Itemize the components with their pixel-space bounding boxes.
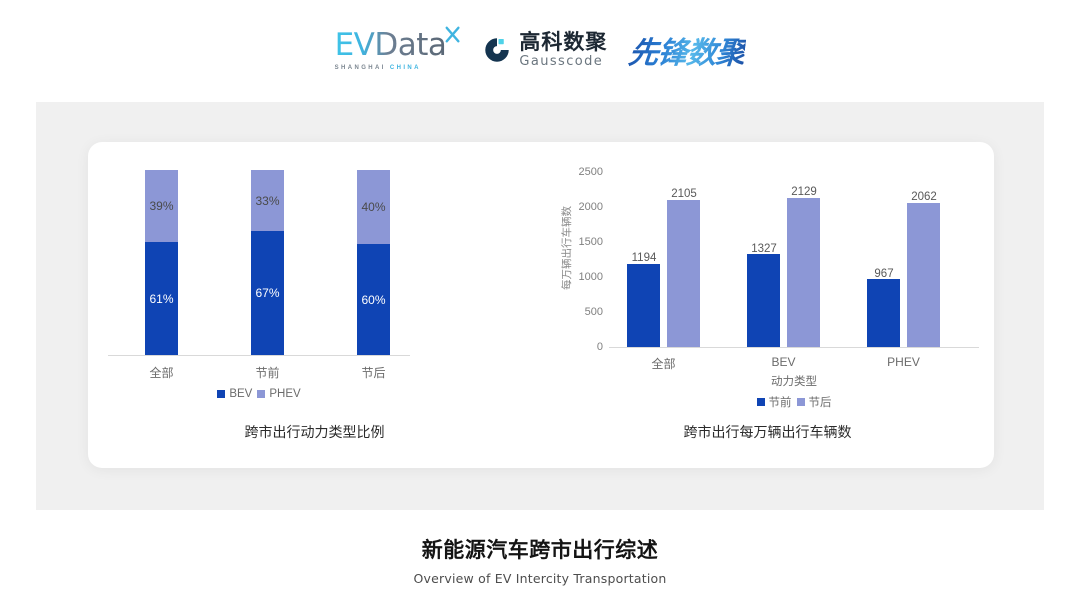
legend-label-jiehou: 节后 xyxy=(808,397,832,409)
logo-bar: EVData SHANGHAI CHINA 高科数聚 Gausscode 先锋数… xyxy=(0,22,1080,78)
g-circle-icon xyxy=(485,38,510,62)
bar-group-jiehou: 40% 60% xyxy=(357,170,390,355)
category-label-phev: PHEV xyxy=(887,355,920,369)
category-label-quanbu: 全部 xyxy=(149,366,174,380)
right-chart-axis xyxy=(609,347,979,348)
bar-value-label: 40% xyxy=(361,200,386,214)
left-chart-axis xyxy=(108,355,410,356)
right-chart-caption: 跨市出行每万辆出行车辆数 xyxy=(683,425,852,441)
bar-value-label-jieqian-quanbu: 1194 xyxy=(631,252,657,264)
xianfeng-logo: 先锋数聚 xyxy=(627,28,748,72)
legend-label-bev: BEV xyxy=(229,388,253,400)
bar-jieqian-phev xyxy=(867,279,900,347)
bar-group-quanbu: 39% 61% xyxy=(145,170,178,355)
legend-item-bev[interactable]: BEV xyxy=(217,388,252,400)
bar-jieqian-bev xyxy=(747,254,780,347)
legend-item-jiehou[interactable]: 节后 xyxy=(796,394,832,410)
x-cross-icon xyxy=(445,26,460,42)
bar-segment-phev: 39% xyxy=(145,170,178,243)
bar-value-label: 67% xyxy=(255,286,280,301)
bar-value-label-jiehou-quanbu: 2105 xyxy=(671,188,697,200)
y-tick-1000: 1000 xyxy=(578,271,603,283)
evdata-tagline-country: CHINA xyxy=(389,64,421,71)
legend-swatch-jieqian xyxy=(756,398,765,406)
footer: 新能源汽车跨市出行综述 Overview of EV Intercity Tra… xyxy=(0,534,1080,586)
y-tick-1500: 1500 xyxy=(578,236,603,248)
left-chart-caption: 跨市出行动力类型比例 xyxy=(244,425,385,441)
bar-segment-bev: 61% xyxy=(145,242,178,355)
category-label-quanbu: 全部 xyxy=(651,357,676,371)
legend-swatch-phev xyxy=(257,390,266,398)
legend-item-phev[interactable]: PHEV xyxy=(257,388,301,400)
bar-jiehou-phev xyxy=(907,203,940,347)
bar-value-label: 39% xyxy=(149,199,174,214)
gausscode-name-en: Gausscode xyxy=(519,54,604,69)
chart-trips-per-10k: 每万辆出行车辆数 0 500 1000 1500 2000 2500 1194 … xyxy=(541,142,994,468)
bar-value-label: 33% xyxy=(255,193,280,208)
evdata-tagline: SHANGHAI CHINA xyxy=(335,65,421,71)
bar-value-label-jieqian-bev: 1327 xyxy=(751,243,777,255)
bar-segment-phev: 40% xyxy=(357,170,390,244)
bar-value-label-jiehou-phev: 2062 xyxy=(911,191,937,203)
footer-title-cn: 新能源汽车跨市出行综述 xyxy=(421,538,659,562)
bar-jieqian-quanbu xyxy=(627,264,660,347)
bar-value-label-jieqian-phev: 967 xyxy=(874,268,894,280)
gausscode-name-cn: 高科数聚 xyxy=(519,30,608,54)
bar-jiehou-quanbu xyxy=(667,200,700,347)
y-tick-500: 500 xyxy=(584,306,603,318)
right-chart-x-axis-title: 动力类型 xyxy=(771,376,817,388)
gausscode-logo: 高科数聚 Gausscode xyxy=(482,32,607,68)
evdata-logo: EVData SHANGHAI CHINA xyxy=(334,26,461,71)
bar-group-jieqian: 33% 67% xyxy=(251,170,284,355)
gausscode-text: 高科数聚 Gausscode xyxy=(519,30,608,69)
y-tick-2000: 2000 xyxy=(578,201,603,213)
bar-segment-bev: 60% xyxy=(357,244,390,355)
charts-card: 39% 61% 全部 33% 67% 节前 40% xyxy=(88,142,994,468)
footer-title-en: Overview of EV Intercity Transportation xyxy=(413,571,667,586)
evdata-wordmark: EVData xyxy=(334,26,447,63)
legend-label-phev: PHEV xyxy=(269,388,301,400)
bar-segment-bev: 67% xyxy=(251,231,284,355)
chart-powertrain-share: 39% 61% 全部 33% 67% 节前 40% xyxy=(88,142,541,468)
bar-value-label: 60% xyxy=(361,292,386,307)
legend-swatch-bev xyxy=(217,390,226,398)
bar-value-label-jiehou-bev: 2129 xyxy=(791,186,817,198)
evdata-tagline-city: SHANGHAI xyxy=(334,64,386,71)
charts-row: 39% 61% 全部 33% 67% 节前 40% xyxy=(88,142,994,468)
legend-swatch-jiehou xyxy=(796,398,805,406)
category-label-jiehou: 节后 xyxy=(361,366,386,380)
left-chart-legend: BEV PHEV xyxy=(108,388,410,400)
legend-label-jieqian: 节前 xyxy=(768,397,792,409)
bar-segment-phev: 33% xyxy=(251,170,284,232)
right-chart-legend: 节前 节后 xyxy=(609,394,979,410)
bar-jiehou-bev xyxy=(787,198,820,347)
category-label-jieqian: 节前 xyxy=(255,366,280,380)
legend-item-jieqian[interactable]: 节前 xyxy=(756,394,792,410)
bar-value-label: 61% xyxy=(149,291,174,306)
y-tick-2500: 2500 xyxy=(578,166,603,178)
y-tick-0: 0 xyxy=(596,341,603,353)
category-label-bev: BEV xyxy=(771,355,796,369)
